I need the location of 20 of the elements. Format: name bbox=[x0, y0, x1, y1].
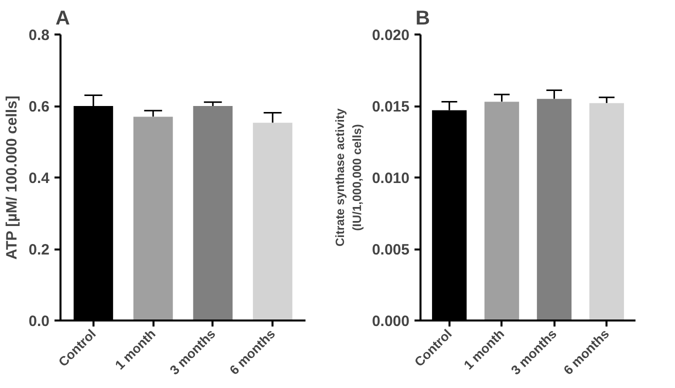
y-tick-label: 0.8 bbox=[28, 27, 50, 44]
chart-title: A bbox=[56, 8, 70, 30]
bar bbox=[193, 106, 233, 320]
y-tick-label: 0.2 bbox=[28, 242, 50, 258]
bar bbox=[133, 116, 173, 320]
bar bbox=[536, 98, 572, 320]
y-axis-title: Citrate synthase activity (IU/1,000,000 cells) bbox=[333, 108, 364, 247]
chart-title: B bbox=[416, 8, 430, 30]
y-tick-label: 0.015 bbox=[372, 98, 410, 116]
y-tick-label: 0.005 bbox=[372, 242, 410, 258]
bar bbox=[589, 103, 624, 320]
bar bbox=[252, 122, 292, 320]
y-tick-label: 0.020 bbox=[372, 27, 410, 44]
y-tick-label: 0.0 bbox=[28, 313, 50, 330]
bar bbox=[484, 102, 520, 320]
y-tick-label: 0.6 bbox=[28, 98, 50, 116]
y-tick-label: 0.4 bbox=[28, 170, 50, 187]
y-axis-title: ATP [µM/ 100.000 cells] bbox=[4, 96, 21, 260]
y-tick-label: 0.000 bbox=[372, 313, 410, 330]
y-tick-label: 0.010 bbox=[372, 170, 410, 187]
